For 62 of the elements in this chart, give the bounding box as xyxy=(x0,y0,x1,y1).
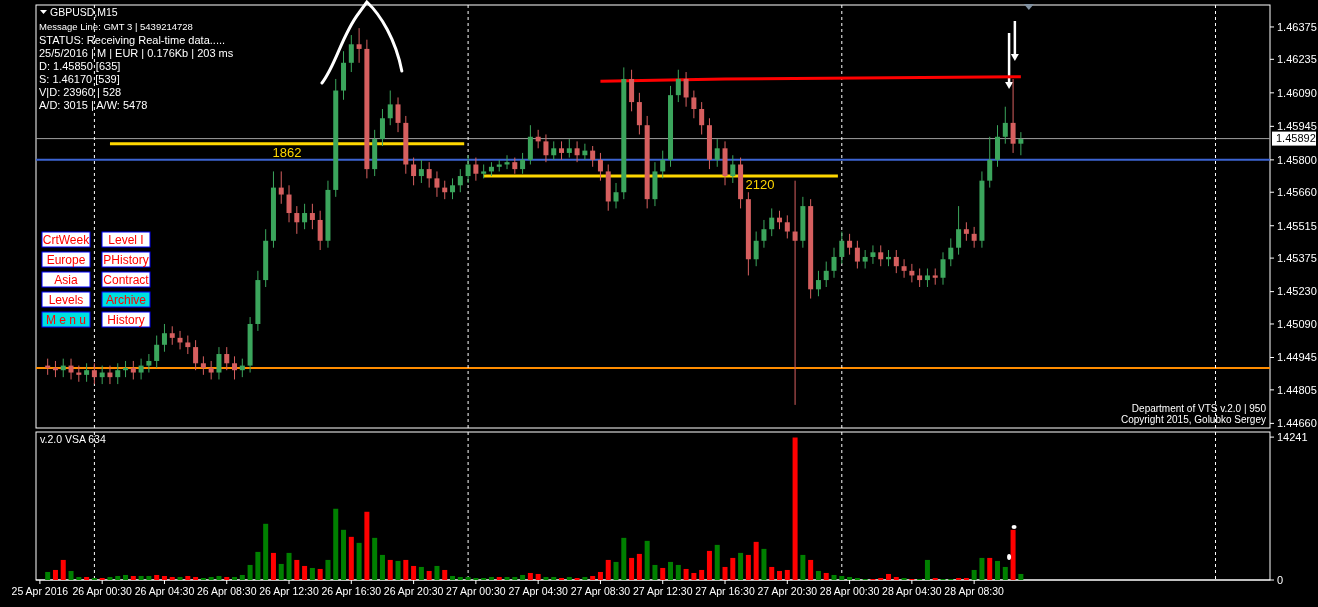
annotation: M e n u xyxy=(45,313,87,327)
annotation: Europe xyxy=(46,253,86,267)
x-tick-label: 27 Apr 20:30 xyxy=(757,585,818,597)
y-tick-label: 1.46235 xyxy=(1277,53,1317,66)
x-tick-label: 28 Apr 08:30 xyxy=(944,585,1005,597)
y-tick-label: 0 xyxy=(1277,573,1284,586)
x-tick-label: 26 Apr 08:30 xyxy=(196,585,257,597)
button: History xyxy=(101,311,151,328)
x-tick-label: 26 Apr 12:30 xyxy=(259,585,319,597)
annotation: 25/5/2016 | M | EUR | 0.176Kb | 203 ms xyxy=(39,47,234,59)
y-tick-label: 14241 xyxy=(1277,430,1308,443)
annotation: S: 1.46170 [539] xyxy=(39,73,120,85)
annotation: Asia xyxy=(54,273,78,287)
y-tick-label: 1.45800 xyxy=(1277,153,1317,166)
button: Archive xyxy=(101,291,151,308)
annotation: V|D: 23960 | 528 xyxy=(39,86,122,98)
annotation: History xyxy=(107,313,145,327)
annotation: Department of VTS v.2.0 | 950 xyxy=(1131,403,1267,414)
button: Level I xyxy=(101,231,151,248)
button: PHistory xyxy=(101,251,151,268)
x-tick-label: 28 Apr 00:30 xyxy=(819,585,880,597)
annotation: STATUS: Receiving Real-time data..... xyxy=(39,34,226,46)
x-tick-label: 25 Apr 2016 xyxy=(11,585,69,597)
x-tick-label: 27 Apr 08:30 xyxy=(570,585,631,597)
x-tick-label: 28 Apr 04:30 xyxy=(882,585,942,597)
button: Contract xyxy=(101,271,151,288)
button: Levels xyxy=(41,291,91,308)
x-tick-label: 27 Apr 00:30 xyxy=(446,585,506,597)
y-tick-label: 1.44660 xyxy=(1277,417,1317,430)
y-tick-label: 1.44805 xyxy=(1277,383,1317,396)
y-tick-label: 1.46375 xyxy=(1277,20,1317,33)
x-tick-label: 27 Apr 04:30 xyxy=(508,585,569,597)
y-tick-label: 1.45230 xyxy=(1277,285,1317,298)
annotation: Archive xyxy=(105,293,147,307)
annotation: Level I xyxy=(108,233,144,247)
annotation: 2120 xyxy=(745,177,775,193)
x-tick-label: 27 Apr 12:30 xyxy=(632,585,693,597)
y-tick-label: 1.45375 xyxy=(1277,251,1317,264)
x-tick-label: 26 Apr 00:30 xyxy=(72,585,133,597)
annotation: 1862 xyxy=(272,144,302,160)
annotation: D: 1.45850 [635] xyxy=(39,60,121,72)
y-tick-label: 1.44945 xyxy=(1277,351,1317,364)
annotation: Levels xyxy=(48,293,84,307)
x-tick-label: 27 Apr 16:30 xyxy=(695,585,755,597)
button: Asia xyxy=(41,271,91,288)
annotation: Message Line: GMT 3 | 5439214728 xyxy=(39,21,193,32)
y-tick-label: 1.46090 xyxy=(1277,86,1317,99)
chart-title: GBPUSD,M15 xyxy=(50,6,118,18)
button: M e n u xyxy=(41,311,91,328)
annotation: Copyright 2015, Golubko Sergey xyxy=(1120,414,1266,425)
y-tick-label: 1.45945 xyxy=(1277,120,1317,133)
button: Europe xyxy=(41,251,91,268)
ref-line-label: 1.45892 xyxy=(1276,132,1316,145)
y-tick-label: 1.45515 xyxy=(1277,219,1317,232)
annotation: A/D: 3015 | A/W: 5478 xyxy=(39,99,148,111)
y-tick-label: 1.45660 xyxy=(1277,186,1317,199)
x-tick-label: 26 Apr 04:30 xyxy=(134,585,195,597)
button: CrtWeek xyxy=(41,231,91,248)
chart-title: v.2.0 VSA 634 xyxy=(40,433,106,445)
y-tick-label: 1.45090 xyxy=(1277,317,1317,330)
x-tick-label: 26 Apr 20:30 xyxy=(383,585,444,597)
x-tick-label: 26 Apr 16:30 xyxy=(321,585,382,597)
